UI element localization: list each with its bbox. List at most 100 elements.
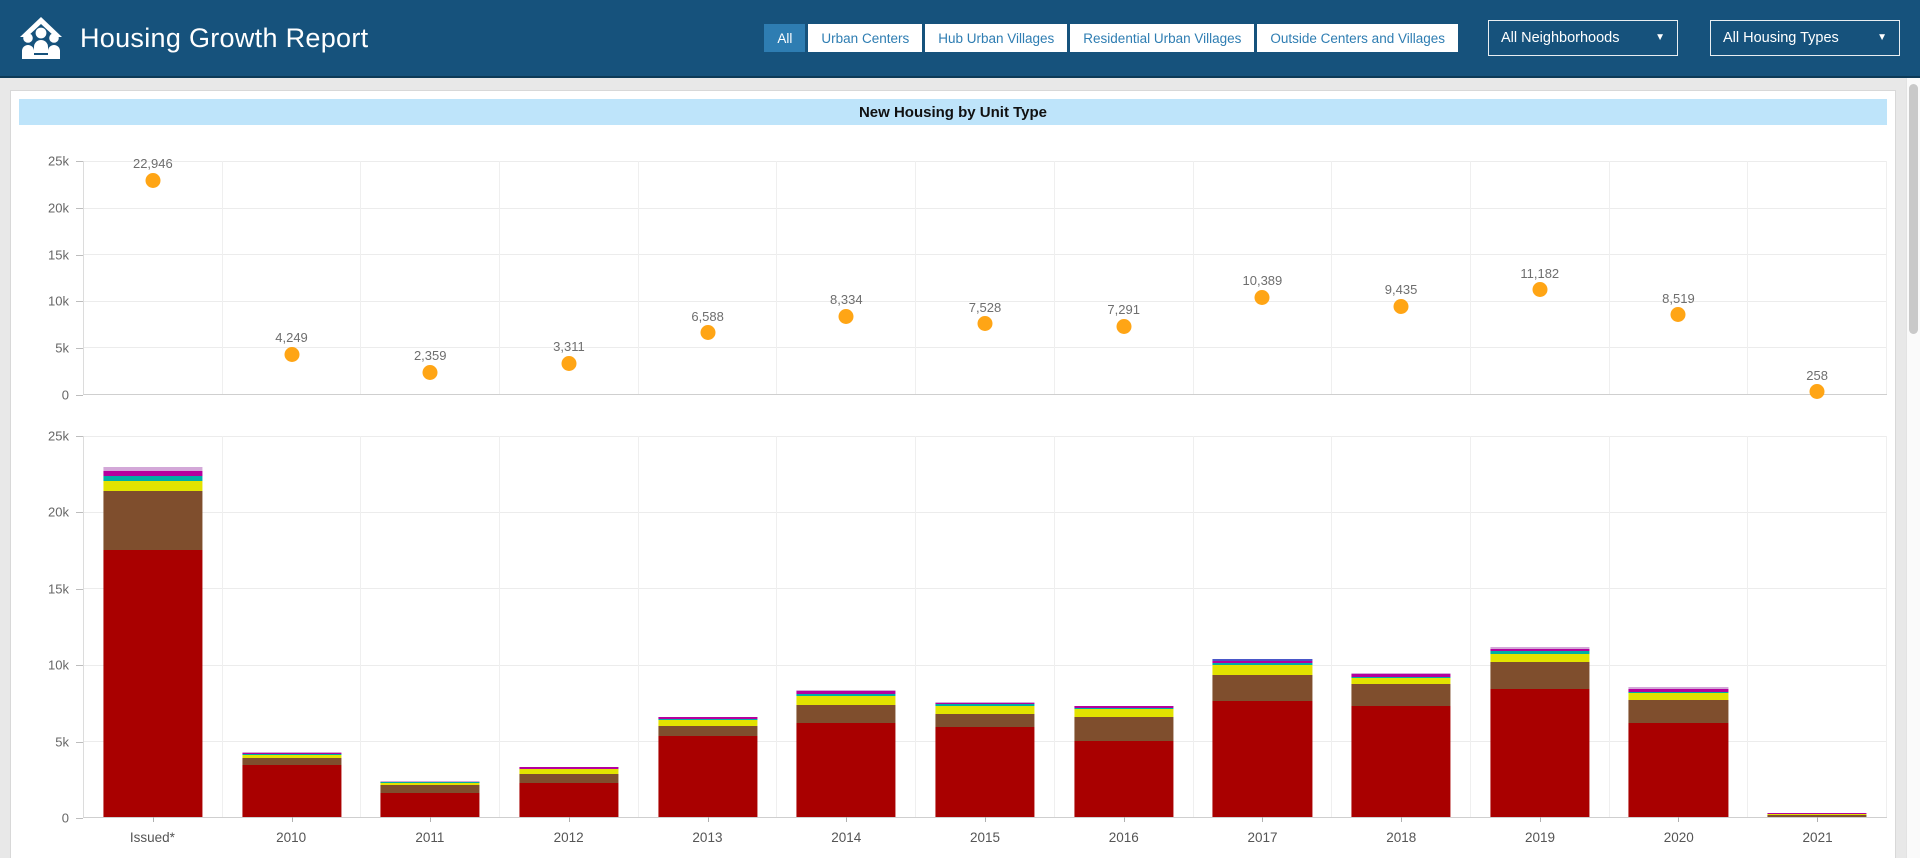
stacked-bar-2011[interactable] [380, 436, 480, 817]
y-tick-mark [76, 665, 83, 667]
segment-brown [380, 785, 480, 794]
stacked-bar-2017[interactable] [1212, 436, 1312, 817]
scatter-plot-area: 22,946 4,249 2,359 3,311 6,588 8,334 7,528 7,29… [83, 157, 1887, 400]
housing-types-dropdown[interactable]: All Housing Types ▼ [1710, 20, 1900, 56]
data-point-2018[interactable] [1393, 298, 1409, 314]
segment-dark-red [241, 765, 342, 817]
category-column [1332, 436, 1471, 822]
data-point-label: 2,359 [413, 348, 447, 364]
data-point-label: 7,528 [968, 299, 1002, 315]
segment-brown [1490, 661, 1590, 689]
bar-y-axis: 25k 20k 15k 10k 5k 0 [19, 430, 83, 825]
data-point-2021[interactable] [1809, 384, 1825, 400]
data-point-issued-[interactable] [145, 172, 161, 188]
data-point-2011[interactable] [422, 364, 438, 380]
stacked-bar-2012[interactable] [519, 436, 619, 817]
data-point-label: 6,588 [691, 308, 724, 324]
segment-lavender [519, 766, 619, 768]
stacked-bar-2018[interactable] [1351, 436, 1451, 817]
data-point-2013[interactable] [700, 325, 716, 341]
segment-yellow [1628, 692, 1729, 701]
segment-yellow [1074, 709, 1174, 718]
segment-magenta [380, 781, 480, 783]
segment-yellow [1212, 665, 1312, 675]
category-column: 11,182 [1471, 161, 1610, 394]
neighborhoods-dropdown-value: All Neighborhoods [1501, 30, 1620, 46]
data-point-label: 9,435 [1384, 282, 1418, 298]
housing-people-logo-icon [16, 14, 66, 62]
segment-dark-red [103, 550, 203, 817]
segment-yellow [1767, 813, 1867, 815]
filter-tab-outside-centers-and-villages[interactable]: Outside Centers and Villages [1257, 24, 1458, 52]
segment-brown [103, 490, 203, 551]
segment-lavender [1351, 673, 1451, 675]
data-point-2014[interactable] [838, 308, 854, 324]
stacked-bar-2013[interactable] [658, 436, 758, 817]
segment-blue [1212, 658, 1312, 661]
filter-tab-hub-urban-villages[interactable]: Hub Urban Villages [925, 24, 1068, 52]
stacked-bar-2020[interactable] [1628, 436, 1729, 817]
segment-magenta [1212, 660, 1312, 664]
x-tick-mark [1678, 817, 1680, 822]
category-column: 4,249 [223, 161, 362, 394]
data-point-2020[interactable] [1670, 307, 1686, 323]
stacked-bar-2016[interactable] [1074, 436, 1174, 817]
y-tick-label: 20k [48, 504, 69, 520]
segment-brown [935, 714, 1035, 728]
stacked-bar-2019[interactable] [1490, 436, 1590, 817]
segment-lavender [103, 467, 203, 471]
x-axis-label: 2013 [692, 830, 723, 845]
stacked-bar-2014[interactable] [796, 436, 896, 817]
stacked-bar-issued-[interactable] [103, 436, 203, 817]
category-column [1610, 436, 1749, 822]
x-tick-mark [430, 817, 432, 822]
category-column [639, 436, 778, 822]
segment-teal [1351, 677, 1451, 679]
segment-dark-red [935, 727, 1035, 817]
gridline [84, 161, 1887, 162]
segment-yellow [103, 481, 203, 491]
segment-magenta [935, 702, 1035, 705]
segment-lavender [658, 716, 758, 718]
stacked-bar-2010[interactable] [241, 436, 342, 817]
x-tick-mark [152, 817, 154, 822]
data-point-2012[interactable] [561, 355, 577, 371]
segment-brown [658, 725, 758, 737]
data-point-label: 8,519 [1662, 290, 1695, 306]
segment-yellow [519, 769, 619, 774]
segment-brown [1351, 684, 1451, 706]
stacked-bar-2015[interactable] [935, 436, 1035, 817]
filter-tab-residential-urban-villages[interactable]: Residential Urban Villages [1070, 24, 1255, 52]
data-point-label: 8,334 [830, 292, 863, 308]
y-tick-label: 20k [48, 200, 69, 216]
data-point-2016[interactable] [1116, 318, 1132, 334]
y-tick-label: 10k [48, 293, 69, 309]
segment-teal [1490, 650, 1590, 654]
neighborhoods-dropdown[interactable]: All Neighborhoods ▼ [1488, 20, 1678, 56]
x-tick-mark [984, 817, 986, 822]
segment-brown [1767, 814, 1867, 817]
vertical-scrollbar[interactable] [1906, 78, 1920, 858]
segment-yellow [658, 720, 758, 726]
filter-tab-all[interactable]: All [764, 24, 806, 52]
segment-teal [658, 719, 758, 721]
segment-magenta [658, 717, 758, 720]
segment-yellow [1351, 678, 1451, 685]
x-axis-label: 2011 [415, 830, 445, 845]
chart-title-banner: New Housing by Unit Type [19, 99, 1887, 125]
data-point-label: 22,946 [132, 156, 173, 172]
data-point-2019[interactable] [1532, 282, 1548, 298]
category-column: 8,519 [1610, 161, 1749, 394]
data-point-2015[interactable] [977, 316, 993, 332]
scrollbar-thumb[interactable] [1909, 84, 1918, 334]
segment-magenta [241, 752, 342, 754]
x-axis-label: 2017 [1247, 830, 1278, 845]
filter-tab-urban-centers[interactable]: Urban Centers [808, 24, 923, 52]
segment-teal [935, 704, 1035, 706]
data-point-2010[interactable] [284, 346, 300, 362]
data-point-2017[interactable] [1254, 289, 1270, 305]
segment-dark-red [380, 793, 480, 817]
y-tick-mark [76, 588, 83, 590]
area-filter-tabs: All Urban Centers Hub Urban Villages Reside… [764, 24, 1458, 52]
stacked-bar-2021[interactable] [1767, 436, 1867, 817]
